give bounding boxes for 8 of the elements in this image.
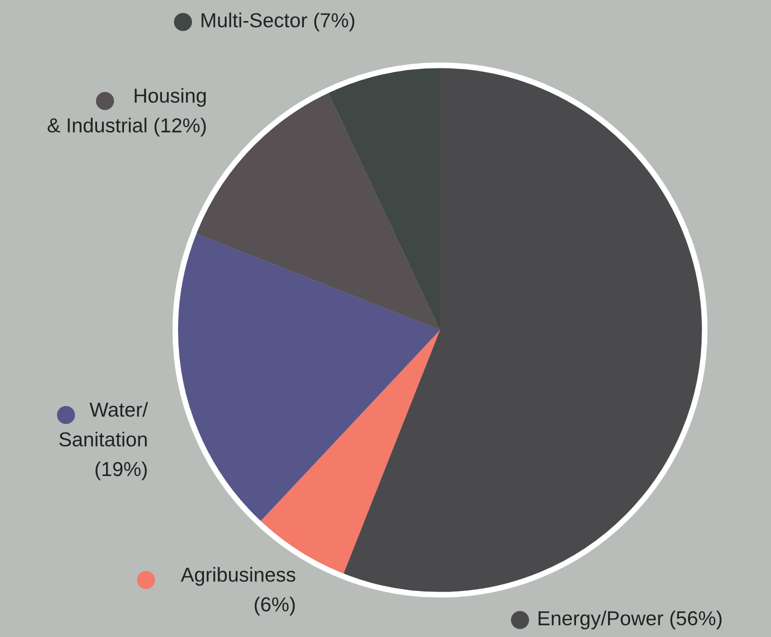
legend-label: Agribusiness (180, 567, 296, 586)
legend-label: Multi-Sector (7%) (202, 12, 354, 32)
legend-label: Water/ Sanitation (59, 402, 148, 447)
pie-slice (175, 232, 440, 523)
data-label: (6%) (254, 596, 295, 616)
legend-label: Housing & Industrial (12%) (48, 88, 206, 136)
legend-label: Energy/Power (56%) (538, 610, 722, 630)
data-label: (19%) (96, 461, 147, 480)
